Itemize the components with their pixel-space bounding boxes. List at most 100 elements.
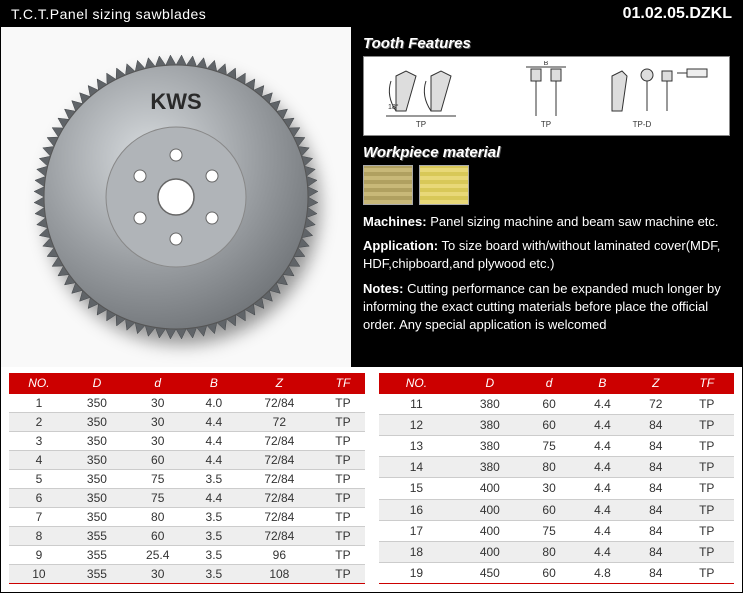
- table-cell: 13: [379, 436, 455, 457]
- application-line: Application: To size board with/without …: [363, 237, 730, 273]
- table-cell: 350: [69, 413, 125, 432]
- table-cell: 400: [454, 499, 525, 520]
- product-code: 01.02.05.DZKL: [623, 5, 732, 23]
- table-cell: 25.4: [125, 546, 190, 565]
- blade-brand-label: KWS: [150, 89, 201, 114]
- table-cell: 72/84: [237, 508, 321, 527]
- table-cell: 96: [237, 546, 321, 565]
- table-cell: 9: [9, 546, 69, 565]
- page-title: T.C.T.Panel sizing sawblades: [11, 6, 206, 22]
- table-cell: TP: [321, 432, 364, 451]
- table-cell: 400: [454, 520, 525, 541]
- table-header-cell: Z: [632, 373, 679, 394]
- table-cell: 350: [69, 432, 125, 451]
- table-cell: 75: [125, 470, 190, 489]
- tooth-diagram-mid: B TP: [511, 61, 581, 131]
- table-cell: 400: [454, 478, 525, 499]
- tp-label-mid: TP: [541, 120, 551, 129]
- table-row: 16400604.484TP: [379, 499, 735, 520]
- table-cell: 4.4: [190, 413, 237, 432]
- table-cell: 15: [379, 478, 455, 499]
- table-cell: TP: [679, 394, 734, 415]
- table-cell: 2: [9, 413, 69, 432]
- table-cell: 84: [632, 478, 679, 499]
- tooth-diagram-right: TP-D: [597, 61, 717, 131]
- table-cell: 355: [69, 546, 125, 565]
- table-cell: 84: [632, 541, 679, 562]
- table-cell: 72/84: [237, 489, 321, 508]
- table-cell: 84: [632, 562, 679, 583]
- tooth-diagram-box: 18° TP B TP: [363, 56, 730, 136]
- table-cell: 380: [454, 457, 525, 478]
- table-header-cell: TF: [321, 373, 364, 394]
- table-cell: 4.4: [573, 457, 632, 478]
- table-cell: 14: [379, 457, 455, 478]
- table-row: 13380754.484TP: [379, 436, 735, 457]
- notes-line: Notes: Cutting performance can be expand…: [363, 280, 730, 335]
- table-cell: 4.4: [573, 415, 632, 436]
- table-cell: 11: [379, 394, 455, 415]
- table-cell: 380: [454, 394, 525, 415]
- table-cell: 72/84: [237, 527, 321, 546]
- table-cell: 19: [379, 562, 455, 583]
- table-cell: 3.5: [190, 546, 237, 565]
- table-cell: 10: [9, 565, 69, 584]
- table-cell: 75: [525, 436, 572, 457]
- table-cell: 4.4: [190, 489, 237, 508]
- table-cell: TP: [679, 436, 734, 457]
- table-row: 10355303.5108TP: [9, 565, 365, 584]
- info-panel: Tooth Features 18° TP: [351, 27, 742, 367]
- table-cell: 30: [125, 565, 190, 584]
- tp-label-left: TP: [416, 120, 426, 129]
- table-cell: 75: [525, 520, 572, 541]
- table-cell: 3.5: [190, 508, 237, 527]
- table-cell: 16: [379, 499, 455, 520]
- header-bar: T.C.T.Panel sizing sawblades 01.02.05.DZ…: [1, 1, 742, 27]
- table-cell: 350: [69, 451, 125, 470]
- table-cell: TP: [679, 457, 734, 478]
- table-cell: TP: [321, 413, 364, 432]
- table-cell: 3.5: [190, 470, 237, 489]
- table-row: 935525.43.596TP: [9, 546, 365, 565]
- table-cell: 72: [237, 413, 321, 432]
- table-cell: 60: [525, 394, 572, 415]
- table-cell: TP: [321, 527, 364, 546]
- table-cell: 72/84: [237, 432, 321, 451]
- table-cell: 4.4: [190, 451, 237, 470]
- table-cell: 84: [632, 457, 679, 478]
- table-row: 19450604.884TP: [379, 562, 735, 583]
- table-cell: 60: [525, 562, 572, 583]
- table-row: 17400754.484TP: [379, 520, 735, 541]
- table-cell: TP: [679, 415, 734, 436]
- table-row: 11380604.472TP: [379, 394, 735, 415]
- table-row: 18400804.484TP: [379, 541, 735, 562]
- table-cell: 4.4: [573, 499, 632, 520]
- table-cell: 84: [632, 415, 679, 436]
- table-row: 6350754.472/84TP: [9, 489, 365, 508]
- svg-text:18°: 18°: [388, 103, 399, 111]
- tooth-features-heading: Tooth Features: [363, 35, 730, 52]
- table-header-cell: D: [454, 373, 525, 394]
- table-cell: 3: [9, 432, 69, 451]
- workpiece-heading: Workpiece material: [363, 144, 730, 161]
- table-row: 3350304.472/84TP: [9, 432, 365, 451]
- table-cell: 12: [379, 415, 455, 436]
- table-cell: TP: [321, 470, 364, 489]
- table-cell: 1: [9, 394, 69, 413]
- table-row: 8355603.572/84TP: [9, 527, 365, 546]
- table-cell: 80: [125, 508, 190, 527]
- table-cell: 30: [525, 478, 572, 499]
- table-cell: 84: [632, 436, 679, 457]
- tpd-label: TP-D: [633, 120, 652, 129]
- table-header-cell: d: [525, 373, 572, 394]
- table-cell: 17: [379, 520, 455, 541]
- table-cell: 30: [125, 394, 190, 413]
- table-cell: TP: [679, 520, 734, 541]
- table-cell: 4: [9, 451, 69, 470]
- info-text: Machines: Panel sizing machine and beam …: [363, 213, 730, 334]
- table-cell: TP: [321, 546, 364, 565]
- svg-text:B: B: [544, 61, 549, 67]
- table-cell: 4.4: [190, 432, 237, 451]
- application-label: Application:: [363, 238, 438, 253]
- table-cell: 350: [69, 394, 125, 413]
